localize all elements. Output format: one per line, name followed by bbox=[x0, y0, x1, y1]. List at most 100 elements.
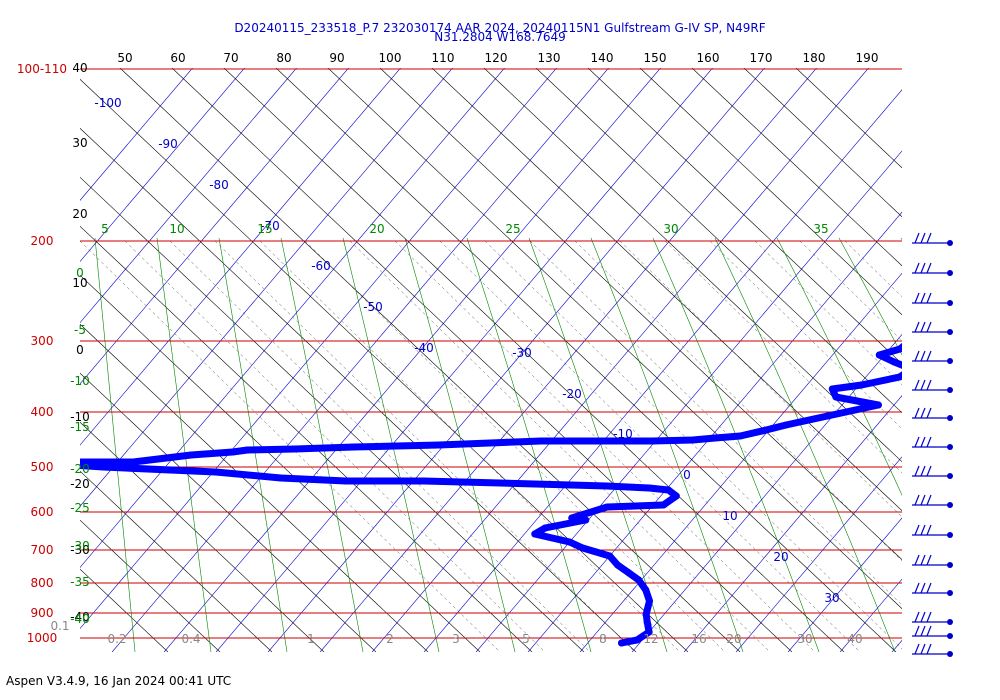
mixing-ratio-line bbox=[574, 240, 902, 562]
moist-adiabat-line bbox=[94, 237, 136, 652]
bottom-scale-label: 16 bbox=[691, 632, 706, 646]
moist-adiabat-line bbox=[590, 237, 744, 652]
wind-barb-flag bbox=[920, 465, 926, 477]
isotherm-label: -60 bbox=[311, 259, 331, 273]
wind-barb bbox=[912, 582, 953, 596]
wind-barb-flag bbox=[914, 292, 920, 304]
wind-barb-flag bbox=[926, 379, 932, 391]
dry-adiabat-line bbox=[639, 68, 902, 316]
pressure-label: 1000 bbox=[27, 631, 58, 645]
wind-barb-flag bbox=[920, 407, 926, 419]
wind-barb-dot bbox=[947, 562, 953, 568]
moist-adiabat-label: 0 bbox=[76, 266, 84, 280]
wind-barb-dot bbox=[947, 300, 953, 306]
dry-adiabat-line bbox=[483, 68, 902, 463]
wind-barb-dot bbox=[947, 651, 953, 657]
dewpoint-point bbox=[645, 628, 653, 636]
dewpoint-point bbox=[642, 610, 650, 618]
mixing-ratio-line bbox=[664, 240, 902, 474]
dewpoint-line bbox=[80, 342, 902, 647]
top-temperature-label: 140 bbox=[591, 51, 614, 65]
isotherm-label: 20 bbox=[773, 550, 788, 564]
dry-adiabat-line bbox=[431, 68, 902, 512]
mixing-ratio-label: 30 bbox=[663, 222, 678, 236]
mixing-ratio-line bbox=[394, 240, 816, 652]
moist-adiabat-line bbox=[714, 237, 896, 652]
isotherm-label: -30 bbox=[512, 346, 532, 360]
bottom-scale-label: 5 bbox=[522, 632, 530, 646]
dewpoint-point bbox=[579, 544, 587, 552]
dewpoint-point bbox=[99, 463, 107, 471]
left-temperature-label: 40 bbox=[72, 61, 87, 75]
dewpoint-point bbox=[896, 345, 902, 353]
dewpoint-point bbox=[824, 412, 831, 420]
wind-barb-flag bbox=[920, 625, 926, 637]
dry-adiabat-line bbox=[223, 68, 845, 652]
wind-barb-flag bbox=[920, 232, 926, 244]
bottom-scale-label: 0.1 bbox=[50, 619, 69, 633]
wind-barb-flag bbox=[926, 643, 932, 655]
wind-barb-flag bbox=[920, 582, 926, 594]
dewpoint-point bbox=[435, 441, 443, 449]
wind-barb-flag bbox=[920, 643, 926, 655]
isotherm-line bbox=[80, 68, 505, 568]
mixing-ratio-line bbox=[619, 240, 902, 518]
mixing-ratio-label: 35 bbox=[813, 222, 828, 236]
wind-barb-dot bbox=[947, 590, 953, 596]
wind-barb-flag bbox=[914, 465, 920, 477]
dewpoint-point bbox=[187, 451, 195, 459]
dewpoint-point bbox=[566, 538, 574, 546]
wind-barb-flag bbox=[914, 321, 920, 333]
wind-barb-flag bbox=[920, 524, 926, 536]
pressure-label: 300 bbox=[31, 334, 54, 348]
wind-barb bbox=[912, 494, 953, 508]
pressure-label: 500 bbox=[31, 460, 54, 474]
dewpoint-point bbox=[633, 636, 641, 644]
top-temperature-label: 160 bbox=[697, 51, 720, 65]
bottom-scale-label: 0.4 bbox=[181, 632, 200, 646]
wind-barb-dot bbox=[947, 633, 953, 639]
dewpoint-point bbox=[828, 385, 836, 393]
wind-barb bbox=[912, 554, 953, 568]
wind-barb bbox=[912, 292, 953, 306]
dry-adiabat-line bbox=[795, 68, 902, 169]
isotherm-line bbox=[631, 334, 902, 652]
dewpoint-point bbox=[832, 393, 840, 401]
isotherm-label: -20 bbox=[562, 387, 582, 401]
dewpoint-point bbox=[646, 597, 653, 605]
isotherm-line bbox=[423, 89, 902, 652]
wind-barb-flag bbox=[926, 625, 932, 637]
isotherm-label: 30 bbox=[824, 591, 839, 605]
dewpoint-point bbox=[908, 366, 915, 373]
wind-barb-flag bbox=[926, 611, 932, 623]
isotherm-label: -50 bbox=[363, 300, 383, 314]
dewpoint-point bbox=[642, 586, 650, 594]
wind-barb-flag bbox=[914, 350, 920, 362]
isotherm-line bbox=[80, 68, 297, 324]
wind-barb-flag bbox=[914, 379, 920, 391]
left-temperature-label: -30 bbox=[70, 543, 90, 557]
wind-barb-dot bbox=[947, 329, 953, 335]
mixing-ratio-line bbox=[80, 240, 501, 652]
moist-adiabat-line bbox=[652, 237, 820, 652]
moist-adiabat-label: -5 bbox=[74, 323, 86, 337]
isotherm-label: -40 bbox=[414, 341, 434, 355]
dewpoint-point bbox=[496, 479, 504, 487]
mixing-ratio-label: 10 bbox=[169, 222, 184, 236]
left-temperature-label: 10 bbox=[72, 276, 87, 290]
wind-barb bbox=[912, 321, 953, 335]
left-temperature-label: 0 bbox=[76, 343, 84, 357]
isotherm-line bbox=[215, 68, 713, 652]
wind-barb bbox=[912, 611, 953, 625]
isotherm-line bbox=[80, 68, 453, 507]
dewpoint-point bbox=[291, 445, 299, 453]
bottom-scale-label: 12 bbox=[643, 632, 658, 646]
dewpoint-point bbox=[649, 437, 657, 445]
dewpoint-point bbox=[603, 482, 611, 490]
wind-barb bbox=[912, 262, 953, 276]
top-temperature-label: 110 bbox=[432, 51, 455, 65]
mixing-ratio-line bbox=[349, 240, 771, 652]
isotherm-line bbox=[80, 68, 401, 446]
mixing-ratio-line bbox=[709, 240, 902, 430]
